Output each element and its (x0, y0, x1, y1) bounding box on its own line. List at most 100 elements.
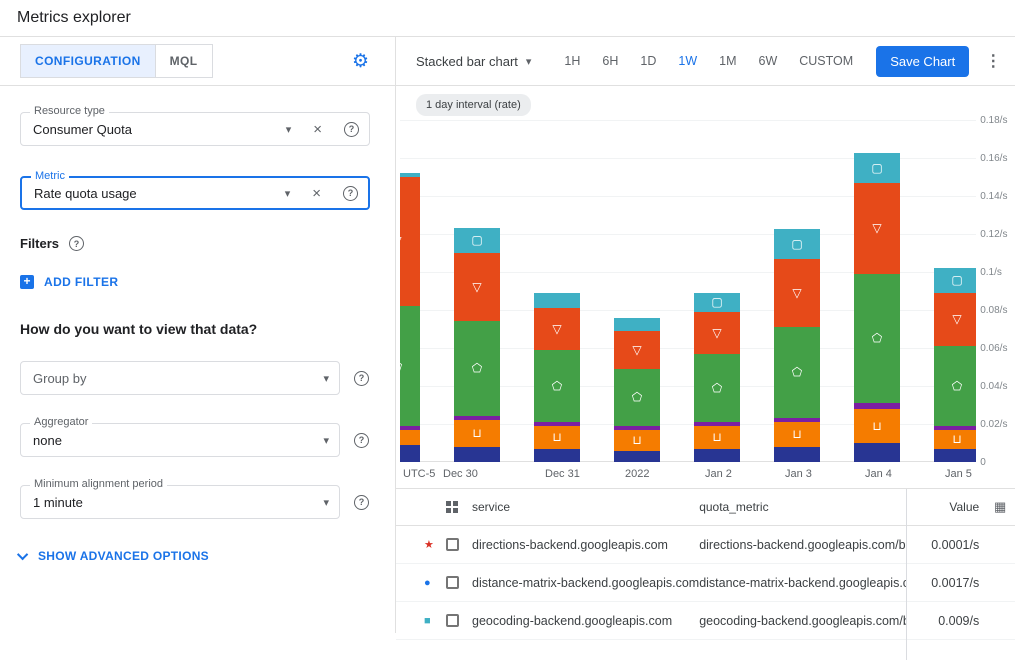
clear-icon[interactable]: × (313, 120, 322, 138)
bar-segment-teal[interactable]: ▢ (694, 293, 740, 312)
bar-segment-orange[interactable]: ⊔ (854, 409, 900, 443)
save-chart-button[interactable]: Save Chart (876, 45, 970, 77)
bar-segment-orange[interactable]: ⊔ (614, 430, 660, 451)
gear-icon[interactable]: ⚙ (351, 50, 369, 72)
bar-segment-orange[interactable]: ⊔ (534, 426, 580, 449)
bar-segment-green[interactable]: ⬠ (774, 327, 820, 418)
row-checkbox[interactable] (446, 614, 459, 627)
bar-segment-purple[interactable] (454, 416, 500, 420)
chevron-down-icon[interactable]: ▾ (285, 123, 292, 136)
chevron-down-icon[interactable]: ▾ (284, 187, 291, 200)
column-header-value[interactable]: Value (949, 500, 980, 514)
help-icon[interactable]: ? (354, 370, 369, 386)
aggregator-field[interactable]: Aggregator none ▾ (20, 416, 340, 457)
series-marker: ⊔ (632, 433, 642, 447)
help-icon[interactable]: ? (343, 185, 358, 201)
row-checkbox[interactable] (446, 538, 459, 551)
alignment-period-field[interactable]: Minimum alignment period 1 minute ▾ (20, 478, 340, 519)
bar-segment-red[interactable]: ▽ (934, 293, 977, 346)
bar-segment-purple[interactable] (934, 426, 977, 430)
bar-segment-navy[interactable] (694, 449, 740, 462)
clear-icon[interactable]: × (312, 184, 321, 202)
bar-segment-purple[interactable] (694, 422, 740, 426)
metric-field[interactable]: Metric Rate quota usage ▾ × ? (20, 170, 370, 210)
chart-toolbar: Stacked bar chart ▾ 1H 6H 1D 1W 1M 6W CU… (396, 37, 1015, 86)
bar-segment-orange[interactable]: ⊔ (934, 430, 977, 449)
range-1h-button[interactable]: 1H (564, 54, 581, 68)
config-tabs-row: CONFIGURATION MQL ⚙ (0, 37, 395, 86)
range-custom-button[interactable]: CUSTOM (799, 54, 854, 68)
bar-segment-teal[interactable]: ▢ (934, 268, 977, 293)
bar-segment-navy[interactable] (534, 449, 580, 462)
bar-segment-red[interactable]: ▽ (774, 259, 820, 327)
table-row[interactable]: ● distance-matrix-backend.googleapis.com… (396, 564, 1015, 602)
bar-segment-green[interactable]: ⬠ (534, 350, 580, 422)
bar-segment-green[interactable]: ⬠ (614, 369, 660, 426)
chart-type-dropdown[interactable]: Stacked bar chart ▾ (416, 54, 531, 69)
bar-segment-teal[interactable]: ▢ (774, 229, 820, 259)
chevron-down-icon[interactable]: ▾ (323, 496, 329, 509)
bar-segment-purple[interactable] (854, 403, 900, 409)
column-settings-icon[interactable]: ▦ (994, 499, 1007, 514)
bar-segment-orange[interactable]: ⊔ (694, 426, 740, 449)
help-icon[interactable]: ? (354, 494, 369, 510)
bar-segment-green[interactable]: ⬠ (454, 321, 500, 416)
help-icon[interactable]: ? (69, 236, 85, 251)
bar-segment-red[interactable]: ▽ (694, 312, 740, 354)
gridline (400, 234, 977, 235)
bar-segment-purple[interactable] (534, 422, 580, 426)
range-1m-button[interactable]: 1M (719, 54, 737, 68)
alignment-row: Minimum alignment period 1 minute ▾ ? (20, 478, 375, 519)
chevron-down-icon[interactable]: ▾ (323, 372, 329, 385)
resource-type-field[interactable]: Resource type Consumer Quota ▾ × ? (20, 105, 370, 146)
bar-segment-green[interactable]: ⬠ (934, 346, 977, 426)
tab-mql[interactable]: MQL (155, 44, 213, 78)
column-header-service[interactable]: service (472, 500, 511, 514)
row-checkbox[interactable] (446, 576, 459, 589)
chevron-down-icon[interactable]: ▾ (323, 434, 329, 447)
bar-segment-navy[interactable] (934, 449, 977, 462)
table-row[interactable]: ■ geocoding-backend.googleapis.com geoco… (396, 602, 1015, 640)
table-row[interactable]: ★ directions-backend.googleapis.com dire… (396, 526, 1015, 564)
more-options-icon[interactable]: ⋮ (985, 53, 1002, 70)
help-icon[interactable]: ? (344, 121, 359, 137)
bar-segment-navy[interactable] (454, 447, 500, 462)
bar-segment-red[interactable]: ▽ (854, 183, 900, 274)
range-1d-button[interactable]: 1D (640, 54, 657, 68)
bar-segment-orange[interactable] (400, 430, 420, 445)
bar-segment-orange[interactable]: ⊔ (454, 420, 500, 447)
series-marker: ⬠ (551, 379, 563, 393)
bar-segment-navy[interactable] (854, 443, 900, 462)
add-filter-button[interactable]: + ADD FILTER (20, 275, 375, 289)
bar-segment-green[interactable]: ⬠ (694, 354, 740, 422)
bar-segment-purple[interactable] (774, 418, 820, 422)
bar-segment-red[interactable]: ▽ (454, 253, 500, 321)
group-by-placeholder: Group by (33, 370, 87, 386)
bar-segment-teal[interactable]: ▢ (854, 153, 900, 183)
bar-segment-orange[interactable]: ⊔ (774, 422, 820, 447)
bar-segment-teal[interactable] (534, 293, 580, 308)
bar-segment-teal[interactable]: ▢ (454, 228, 500, 253)
bar-segment-green[interactable]: ⬠ (400, 306, 420, 426)
group-by-field[interactable]: Group by ▾ (20, 361, 340, 395)
bar-segment-teal[interactable] (400, 173, 420, 177)
help-icon[interactable]: ? (354, 432, 369, 448)
range-6w-button[interactable]: 6W (758, 54, 778, 68)
range-6h-button[interactable]: 6H (602, 54, 619, 68)
column-header-quota-metric[interactable]: quota_metric (699, 500, 769, 514)
tab-configuration[interactable]: CONFIGURATION (20, 44, 156, 78)
range-1w-button[interactable]: 1W (678, 54, 698, 68)
bar-segment-teal[interactable] (614, 318, 660, 331)
bar-segment-navy[interactable] (400, 445, 420, 462)
bar-segment-purple[interactable] (614, 426, 660, 430)
bar-segment-red[interactable]: ▽ (534, 308, 580, 350)
bar-segment-green[interactable]: ⬠ (854, 274, 900, 403)
bar-segment-navy[interactable] (774, 447, 820, 462)
bar-segment-red[interactable]: ▽ (400, 177, 420, 306)
bar-segment-navy[interactable] (614, 451, 660, 462)
show-advanced-options-button[interactable]: SHOW ADVANCED OPTIONS (16, 548, 375, 563)
series-circle-icon: ● (424, 576, 431, 589)
hierarchy-toggle-icon[interactable] (446, 501, 472, 513)
bar-segment-purple[interactable] (400, 426, 420, 430)
bar-segment-red[interactable]: ▽ (614, 331, 660, 369)
